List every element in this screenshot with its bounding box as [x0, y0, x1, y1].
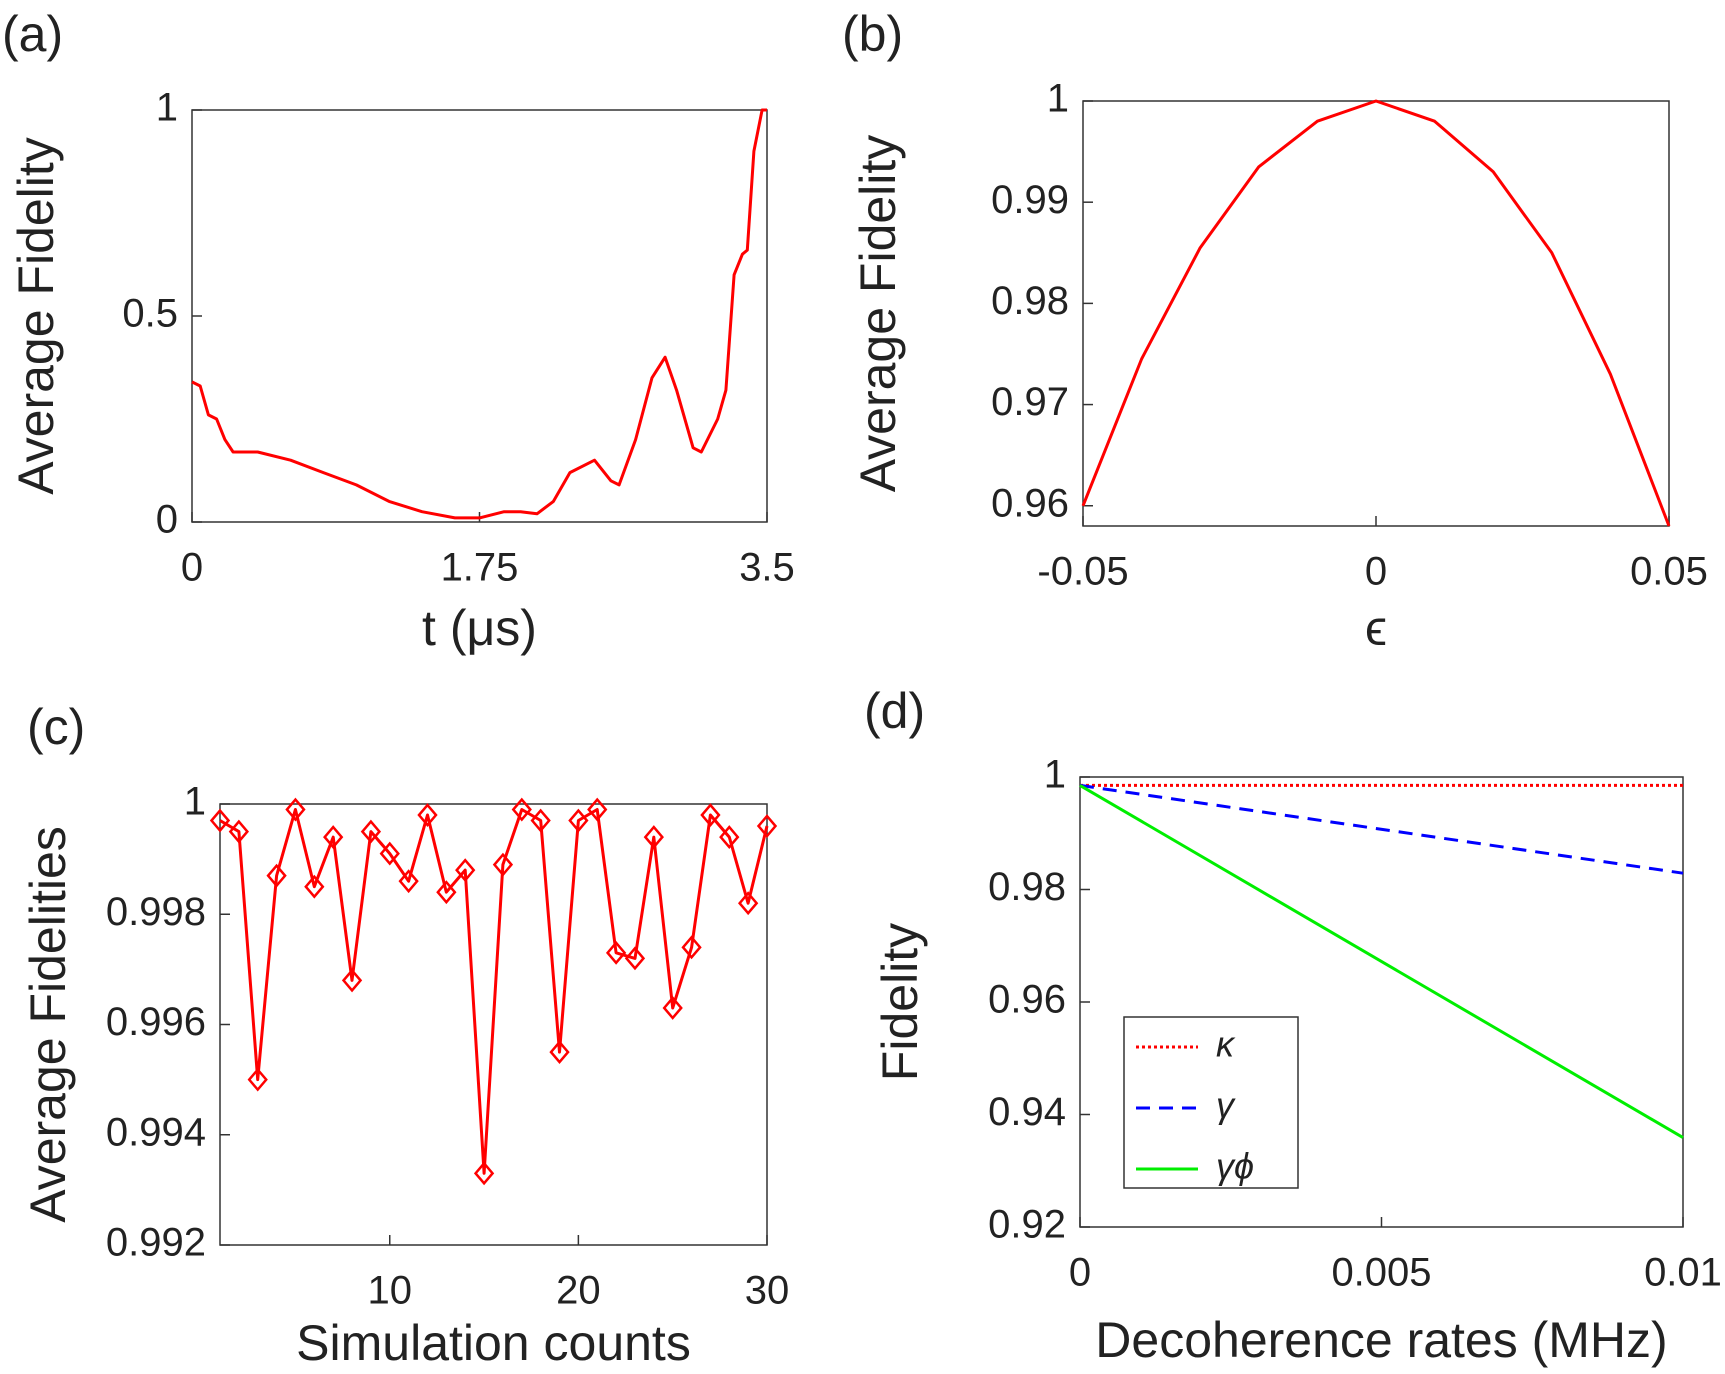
diamond-marker	[643, 825, 664, 850]
y-tick-label: 1	[1044, 753, 1066, 797]
diamond-marker	[209, 808, 231, 833]
y-tick-label: 0.998	[106, 890, 206, 934]
diamond-marker	[511, 797, 532, 822]
diamond-marker	[285, 797, 306, 822]
y-tick-label: 0.98	[991, 279, 1069, 323]
diamond-marker	[681, 935, 702, 960]
y-axis-label: Average Fidelity	[850, 135, 906, 493]
diamond-marker	[455, 858, 476, 883]
x-tick-label: 0	[1069, 1251, 1091, 1295]
x-tick-label: 1.75	[441, 546, 519, 590]
diamond-marker	[587, 797, 608, 822]
legend-label: γϕ	[1216, 1146, 1254, 1187]
diamond-marker	[398, 869, 419, 894]
x-tick-label: -0.05	[1037, 550, 1128, 594]
y-tick-label: 0	[156, 498, 178, 542]
diamond-marker	[492, 852, 514, 877]
legend-label: κ	[1216, 1024, 1236, 1065]
y-tick-label: 0.992	[106, 1221, 206, 1265]
data-line	[1081, 99, 1671, 527]
x-tick-label: 0.005	[1331, 1251, 1431, 1295]
diamond-marker	[436, 880, 457, 905]
y-axis-label: Average Fidelities	[20, 826, 76, 1223]
axes-box	[191, 109, 768, 523]
y-tick-label: 0.92	[988, 1203, 1066, 1247]
y-tick-label: 1	[184, 780, 206, 824]
diamond-marker	[719, 825, 740, 850]
y-tick-label: 0.99	[991, 178, 1069, 222]
diamond-marker	[549, 1040, 570, 1064]
x-axis-label: Decoherence rates (MHz)	[1095, 1312, 1667, 1368]
x-tick-label: 0	[1365, 550, 1387, 594]
x-axis-label: ϵ	[1365, 600, 1387, 656]
diamond-marker	[737, 891, 759, 916]
data-line	[1079, 784, 1684, 1139]
legend-box	[1123, 1016, 1299, 1189]
diamond-marker	[341, 968, 363, 993]
panel-label: (b)	[842, 6, 903, 62]
diamond-marker	[605, 940, 627, 965]
diamond-marker	[323, 825, 344, 850]
data-line	[219, 808, 769, 1175]
y-tick-label: 0.96	[988, 978, 1066, 1022]
y-axis-label: Average Fidelity	[8, 137, 64, 495]
x-tick-label: 0.05	[1630, 550, 1708, 594]
diamond-marker	[662, 996, 683, 1020]
legend-label: γ	[1216, 1085, 1236, 1126]
diamond-marker	[624, 946, 646, 971]
y-tick-label: 0.94	[988, 1090, 1066, 1134]
x-tick-label: 0	[181, 546, 203, 590]
data-line	[191, 108, 767, 520]
diamond-marker	[247, 1067, 268, 1092]
diamond-marker	[700, 803, 721, 827]
diamond-marker	[304, 874, 325, 899]
y-tick-label: 0.98	[988, 865, 1066, 909]
diamond-marker	[417, 803, 438, 827]
x-tick-label: 3.5	[739, 546, 795, 590]
y-tick-label: 1	[1047, 77, 1069, 121]
x-tick-label: 0.01	[1644, 1251, 1722, 1295]
diamond-marker	[379, 841, 400, 866]
x-axis-label: Simulation counts	[296, 1315, 691, 1371]
diamond-marker	[756, 814, 778, 838]
diamond-marker	[473, 1161, 495, 1186]
y-tick-label: 1	[156, 86, 178, 130]
data-line	[1079, 783, 1684, 875]
y-tick-label: 0.996	[106, 1000, 206, 1044]
x-tick-label: 10	[368, 1269, 413, 1313]
diamond-marker	[530, 808, 551, 833]
y-tick-label: 0.97	[991, 380, 1069, 424]
y-tick-label: 0.5	[122, 292, 178, 336]
panel-label: (c)	[27, 699, 85, 755]
diamond-marker	[266, 863, 287, 888]
diamond-marker	[360, 819, 382, 844]
x-axis-label: t (μs)	[422, 600, 537, 656]
panel-label: (d)	[864, 683, 925, 739]
y-tick-label: 0.96	[991, 481, 1069, 525]
panel-label: (a)	[2, 6, 63, 62]
y-tick-label: 0.994	[106, 1110, 206, 1154]
diamond-marker	[228, 819, 250, 844]
x-tick-label: 20	[556, 1269, 601, 1313]
y-axis-label: Fidelity	[872, 923, 928, 1081]
x-tick-label: 30	[745, 1269, 790, 1313]
diamond-marker	[568, 808, 589, 833]
